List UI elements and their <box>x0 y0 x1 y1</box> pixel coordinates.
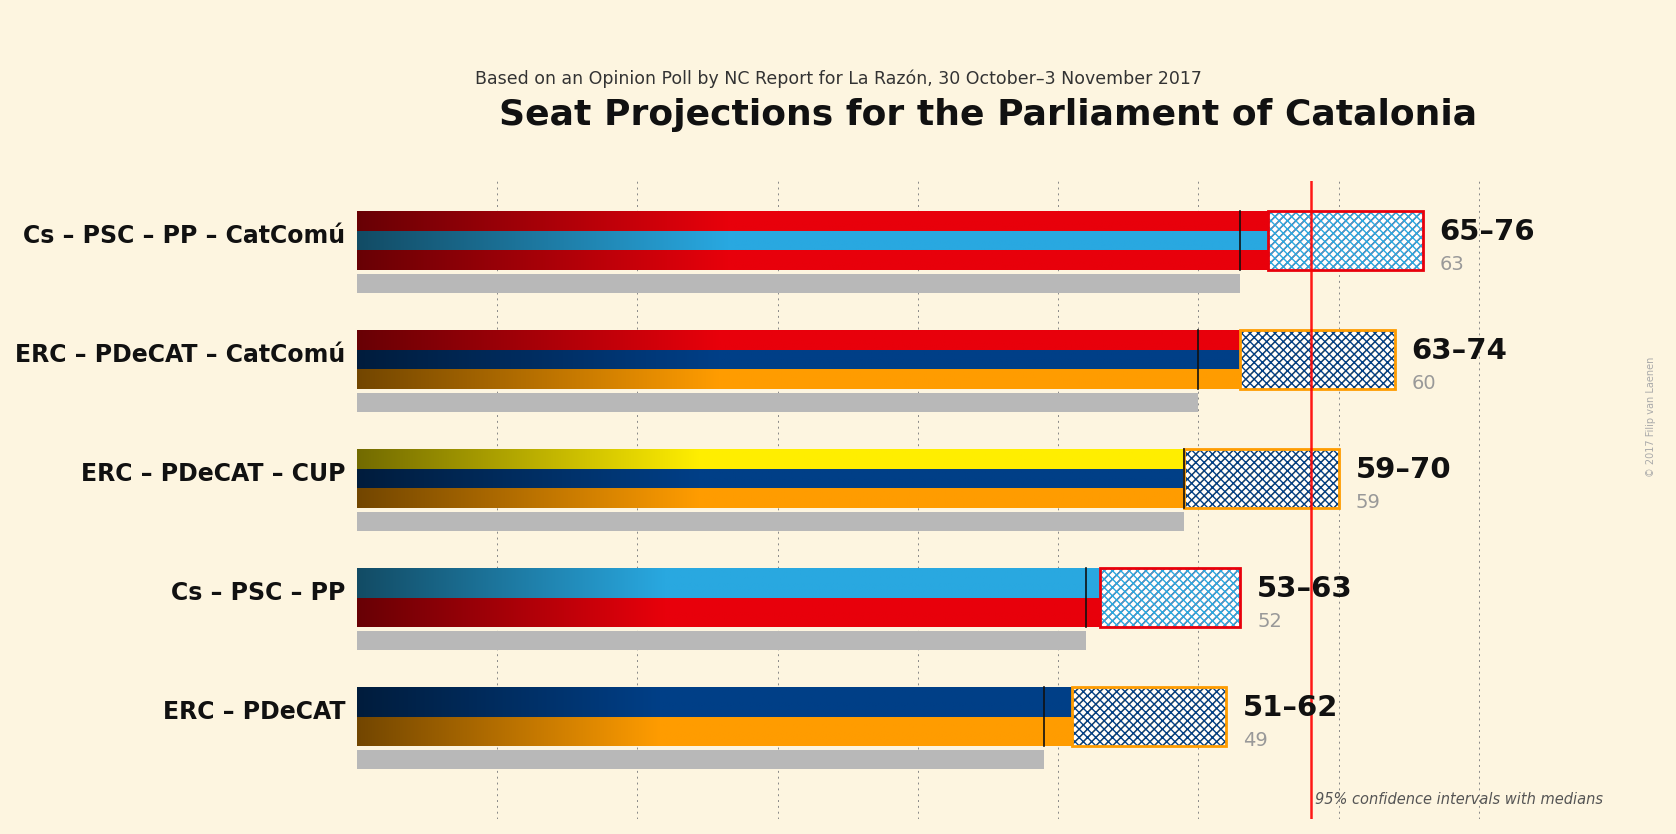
Bar <box>1240 329 1394 389</box>
Text: © 2017 Filip van Laenen: © 2017 Filip van Laenen <box>1646 357 1656 477</box>
Bar <box>1185 449 1339 508</box>
Text: 63–74: 63–74 <box>1411 337 1507 365</box>
Text: Cs – PSC – PP – CatComú: Cs – PSC – PP – CatComú <box>23 224 345 248</box>
Text: 63: 63 <box>1440 254 1465 274</box>
Bar <box>357 393 1198 412</box>
Bar <box>1099 568 1240 627</box>
Bar <box>1185 449 1339 508</box>
Bar <box>1073 687 1227 746</box>
Title: Seat Projections for the Parliament of Catalonia: Seat Projections for the Parliament of C… <box>499 98 1477 133</box>
Text: 52: 52 <box>1257 612 1282 631</box>
Bar <box>357 750 1044 769</box>
Text: 51–62: 51–62 <box>1244 694 1339 722</box>
Text: 49: 49 <box>1244 731 1269 750</box>
Bar <box>1240 329 1394 389</box>
Text: 60: 60 <box>1411 374 1436 393</box>
Bar <box>1269 211 1423 270</box>
Bar <box>1073 687 1227 746</box>
Text: 95% confidence intervals with medians: 95% confidence intervals with medians <box>1314 791 1602 806</box>
Bar <box>1269 211 1423 270</box>
Bar <box>1099 568 1240 627</box>
Text: 53–63: 53–63 <box>1257 575 1353 603</box>
Text: 59: 59 <box>1356 493 1381 512</box>
Bar <box>357 274 1240 293</box>
Bar <box>1185 449 1339 508</box>
Bar <box>1073 687 1227 746</box>
Text: Based on an Opinion Poll by NC Report for La Razón, 30 October–3 November 2017: Based on an Opinion Poll by NC Report fo… <box>474 69 1202 88</box>
Bar <box>1240 329 1394 389</box>
Bar <box>1099 568 1240 627</box>
Text: Cs – PSC – PP: Cs – PSC – PP <box>171 580 345 605</box>
Bar <box>1099 568 1240 627</box>
Text: 65–76: 65–76 <box>1440 219 1535 246</box>
Bar <box>1269 211 1423 270</box>
Bar <box>1269 211 1423 270</box>
Text: ERC – PDeCAT – CatComú: ERC – PDeCAT – CatComú <box>15 343 345 367</box>
Bar <box>357 512 1185 531</box>
Text: ERC – PDeCAT: ERC – PDeCAT <box>163 700 345 724</box>
Bar <box>1073 687 1227 746</box>
Text: 59–70: 59–70 <box>1356 456 1451 485</box>
Bar <box>1185 449 1339 508</box>
Bar <box>1240 329 1394 389</box>
Bar <box>357 631 1086 650</box>
Text: ERC – PDeCAT – CUP: ERC – PDeCAT – CUP <box>80 462 345 485</box>
